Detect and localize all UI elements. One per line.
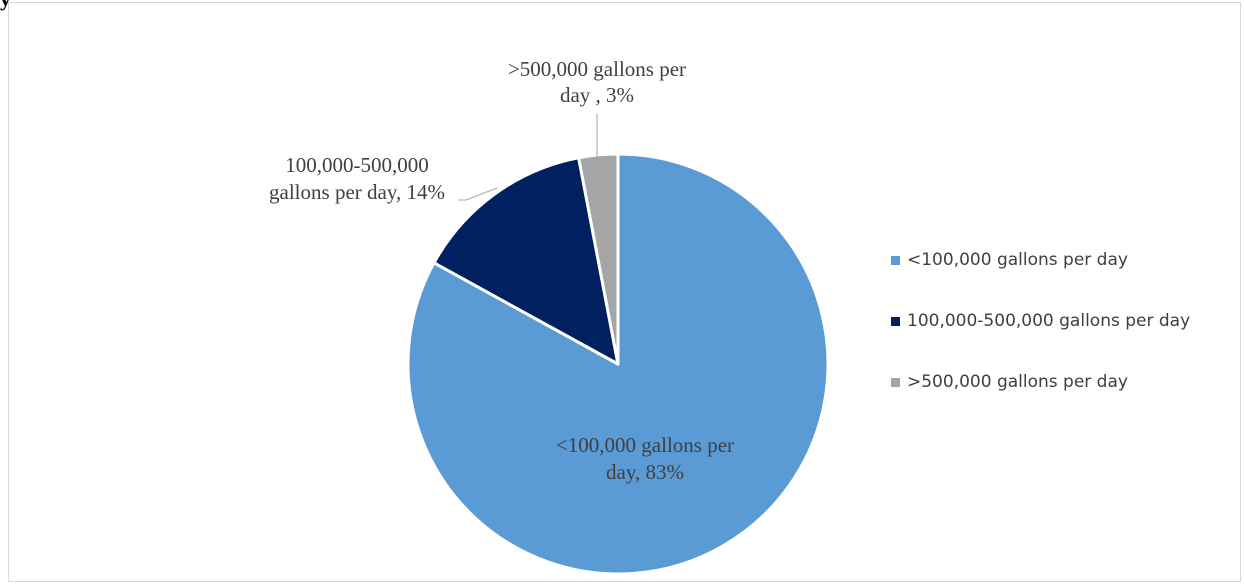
- chart-frame: [8, 2, 1241, 582]
- legend-swatch: [891, 255, 900, 265]
- chart-legend: <100,000 gallons per day 100,000-500,000…: [891, 246, 1190, 429]
- legend-swatch: [891, 377, 900, 387]
- legend-item: >500,000 gallons per day: [891, 368, 1190, 396]
- slice-data-label: 100,000-500,000 gallons per day, 14%: [269, 153, 445, 204]
- page-text-fragment: y: [0, 0, 11, 12]
- legend-item: 100,000-500,000 gallons per day: [891, 307, 1190, 335]
- legend-label: 100,000-500,000 gallons per day: [907, 311, 1191, 331]
- leader-line: [458, 187, 498, 201]
- slice-data-label: <100,000 gallons per day, 83%: [556, 433, 734, 484]
- legend-label: <100,000 gallons per day: [907, 250, 1128, 270]
- legend-swatch: [891, 316, 900, 326]
- pie-slice: [432, 156, 620, 366]
- slice-data-label: >500,000 gallons per day , 3%: [508, 57, 686, 107]
- legend-item: <100,000 gallons per day: [891, 246, 1190, 274]
- pie-slice: [577, 152, 620, 366]
- legend-label: >500,000 gallons per day: [907, 372, 1128, 392]
